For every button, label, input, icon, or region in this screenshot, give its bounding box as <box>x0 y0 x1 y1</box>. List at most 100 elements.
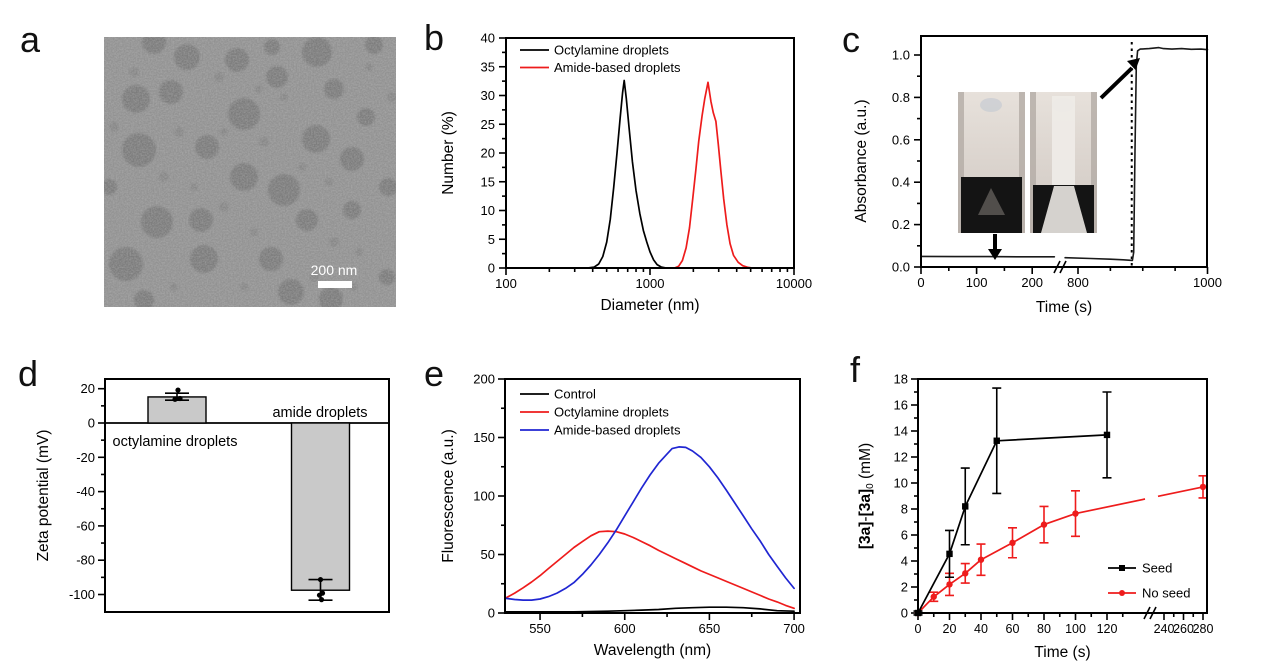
legend-label: No seed <box>1142 586 1190 601</box>
y-tick-label: -60 <box>76 518 95 533</box>
y-tick-label: 30 <box>481 88 495 103</box>
x-tick-label: 650 <box>699 621 721 636</box>
y-tick-label: 25 <box>481 117 495 132</box>
axis-labels: Absorbance (a.u.) <box>853 99 870 222</box>
y-tick-label: 150 <box>473 430 495 445</box>
panel-letter-d: d <box>18 353 39 394</box>
y-tick-label: 0 <box>488 606 495 621</box>
legend-label: Control <box>554 387 596 402</box>
annotation-arrows <box>988 58 1140 260</box>
x-tick-label: 100 <box>1065 622 1086 636</box>
y-tick-label: 4 <box>901 554 908 569</box>
y-tick-label: 0.6 <box>892 132 910 147</box>
series <box>505 446 795 613</box>
cuvette-photo-turbid <box>1030 92 1097 233</box>
axis-labels: Diameter (nm) <box>600 297 699 314</box>
y-tick-label: 8 <box>901 502 908 517</box>
frame <box>920 35 1208 268</box>
legend-label: Octylamine droplets <box>554 43 669 58</box>
scatter-points <box>172 387 326 603</box>
bar-amide-droplets <box>290 422 351 591</box>
y-tick-label: 0.2 <box>892 217 910 232</box>
y-tick-label: 40 <box>481 31 495 46</box>
series-absorbance <box>920 46 1209 262</box>
axis-labels: [3a]-[3a]0 (mM) <box>857 443 876 549</box>
x-tick-label: 200 <box>1021 275 1043 290</box>
panel-letter-e: e <box>424 353 445 394</box>
y-tick-label: 0.0 <box>892 260 910 275</box>
y-tick-label: 50 <box>481 547 495 562</box>
y-tick-label: 0 <box>901 606 908 621</box>
y-tick-label: 10 <box>894 476 908 491</box>
cuvette-photo-clear <box>958 92 1025 233</box>
tem-noise-overlay <box>104 37 396 307</box>
bar-octylamine-droplets <box>147 396 207 424</box>
x-tick-label: 260 <box>1173 622 1194 636</box>
x-tick-label: 800 <box>1067 275 1089 290</box>
y-tick-label: 0 <box>488 261 495 276</box>
y-tick-label: 20 <box>481 146 495 161</box>
y-tick-label: 0.4 <box>892 175 910 190</box>
chart-fluorescence: 550 600 650 700 0 50 100 150 200 Control Octylamin… <box>440 372 805 660</box>
x-tick-label: 1000 <box>1193 275 1222 290</box>
legend: Control Octylamine droplets Amide-based dr… <box>520 387 681 438</box>
chart-absorbance-kinetics: 0.0 0.2 0.4 0.6 0.8 1.0 0 100 200 800 1000 Time (s)… <box>853 35 1222 316</box>
up-right-arrow <box>1099 66 1134 100</box>
y-tick-label: -20 <box>76 450 95 465</box>
scale-bar <box>318 281 352 288</box>
axis-labels: Time (s) <box>1036 299 1092 316</box>
panel-letter-a: a <box>20 19 41 60</box>
x-tick-label: 280 <box>1193 622 1214 636</box>
x-tick-label: 0 <box>915 622 922 636</box>
x-tick-label: 0 <box>917 275 924 290</box>
chart-size-distribution: 100 1000 10000 0 5 10 15 20 25 30 35 40 Octylamine d… <box>440 31 812 315</box>
axes: 0.0 0.2 0.4 0.6 0.8 1.0 0 100 200 800 1000 <box>892 48 1222 291</box>
y-tick-label: 2 <box>901 580 908 595</box>
x-tick-label: 80 <box>1037 622 1051 636</box>
y-tick-label: -80 <box>76 553 95 568</box>
legend-label: Seed <box>1142 561 1172 576</box>
frame <box>917 378 1208 614</box>
frame <box>504 378 801 614</box>
series-octylamine-droplets <box>505 79 795 269</box>
y-tick-label: 100 <box>473 489 495 504</box>
legend-label: Amide-based droplets <box>554 423 681 438</box>
panel-letter-f: f <box>850 349 861 390</box>
y-axis-title: Fluorescence (a.u.) <box>440 429 457 563</box>
y-tick-label: -100 <box>69 587 95 602</box>
x-axis-title: Time (s) <box>1034 644 1090 661</box>
y-tick-label: 0 <box>88 416 95 431</box>
legend-label: Octylamine droplets <box>554 405 669 420</box>
x-tick-label: 550 <box>529 621 551 636</box>
frame <box>104 378 390 613</box>
axis-labels: Time (s) <box>1034 644 1090 661</box>
tem-image: 200 nm <box>101 30 397 311</box>
bars <box>147 396 351 591</box>
tem-micrograph <box>101 30 397 311</box>
x-tick-label: 60 <box>1006 622 1020 636</box>
x-tick-label: 120 <box>1097 622 1118 636</box>
bar-annotations: amide droplets <box>272 405 367 421</box>
series-control <box>505 606 795 613</box>
y-tick-label: 1.0 <box>892 48 910 63</box>
series-amide-based-droplets <box>505 81 795 269</box>
chart-zeta-potential: 20 0 -20 -40 -60 -80 -100 octylamine droplets am… <box>35 378 390 613</box>
bar-annotations: octylamine droplets <box>113 434 238 450</box>
y-tick-label: 12 <box>894 450 908 465</box>
y-tick-label: 14 <box>894 424 908 439</box>
cuvette-photos <box>958 92 1097 233</box>
y-tick-label: -40 <box>76 484 95 499</box>
y-tick-label: 0.8 <box>892 90 910 105</box>
bar-label-octylamine: octylamine droplets <box>113 434 238 450</box>
x-tick-label: 600 <box>614 621 636 636</box>
x-tick-label: 10000 <box>776 276 812 291</box>
x-tick-label: 40 <box>974 622 988 636</box>
panel-letter-b: b <box>424 17 445 58</box>
bar-label-amide: amide droplets <box>272 405 367 421</box>
panel-letter-c: c <box>842 19 860 60</box>
legend: Octylamine droplets Amide-based droplets <box>520 43 681 75</box>
y-axis-title: Zeta potential (mV) <box>35 430 52 562</box>
